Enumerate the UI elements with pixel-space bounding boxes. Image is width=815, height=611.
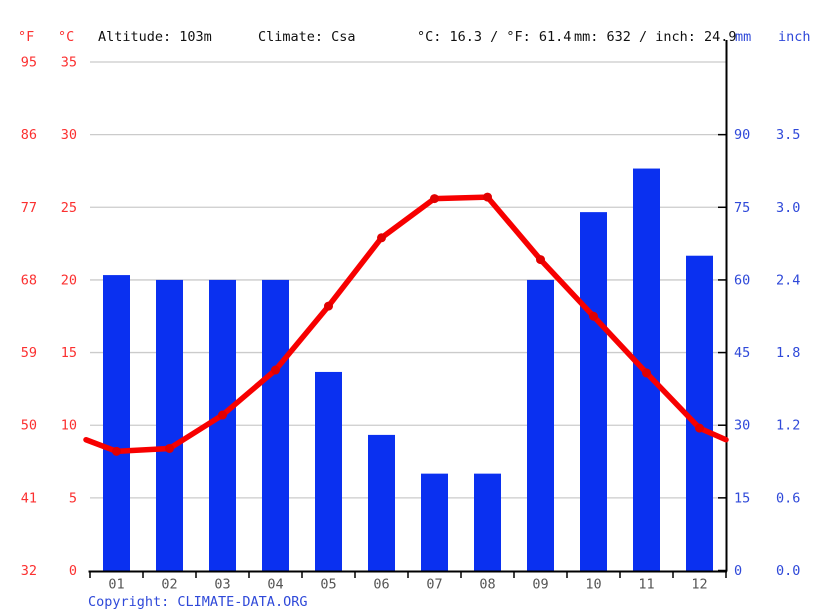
temp-point-11 bbox=[642, 368, 651, 378]
f-axis-label: 59 bbox=[21, 345, 37, 361]
c-axis-label: 15 bbox=[61, 345, 77, 361]
mm-axis-label: 0 bbox=[734, 563, 742, 579]
temp-point-09 bbox=[536, 255, 545, 265]
mm-axis-label: 30 bbox=[734, 418, 750, 434]
precip-bar-09 bbox=[527, 279, 554, 572]
month-label: 08 bbox=[479, 577, 495, 593]
precip-bar-06 bbox=[368, 434, 395, 572]
c-axis-label: 0 bbox=[69, 563, 77, 579]
mm-unit-label: mm bbox=[735, 29, 752, 45]
f-axis-label: 95 bbox=[21, 55, 37, 71]
month-label: 07 bbox=[426, 577, 442, 593]
temp-point-01 bbox=[112, 446, 121, 456]
temp-point-04 bbox=[271, 365, 280, 375]
precip-bar-12 bbox=[686, 255, 713, 572]
fahrenheit-unit-label: °F bbox=[18, 29, 35, 45]
inch-axis-label: 3.0 bbox=[776, 200, 800, 216]
precip-bar-03 bbox=[209, 279, 236, 572]
c-axis-label: 25 bbox=[61, 200, 77, 216]
inch-unit-label: inch bbox=[778, 29, 811, 45]
temp-point-07 bbox=[430, 194, 439, 204]
inch-axis-label: 1.2 bbox=[776, 418, 800, 434]
precip-bar-10 bbox=[580, 212, 607, 572]
f-axis-label: 68 bbox=[21, 272, 37, 288]
celsius-unit-label: °C bbox=[58, 29, 75, 45]
month-label: 11 bbox=[638, 577, 654, 593]
temp-point-10 bbox=[589, 311, 598, 321]
mm-axis-label: 90 bbox=[734, 127, 750, 143]
inch-axis-label: 0.6 bbox=[776, 490, 800, 506]
precip-bar-07 bbox=[421, 473, 448, 572]
month-label: 10 bbox=[585, 577, 601, 593]
temp-point-05 bbox=[324, 301, 333, 311]
c-axis-label: 30 bbox=[61, 127, 77, 143]
c-axis-label: 20 bbox=[61, 272, 77, 288]
c-axis-label: 35 bbox=[61, 55, 77, 71]
c-axis-label: 10 bbox=[61, 418, 77, 434]
temp-point-06 bbox=[377, 233, 386, 243]
precip-bar-04 bbox=[262, 279, 289, 572]
mm-axis-label: 75 bbox=[734, 200, 750, 216]
month-label: 12 bbox=[691, 577, 707, 593]
temp-point-08 bbox=[483, 192, 492, 202]
temp-point-03 bbox=[218, 410, 227, 420]
month-label: 06 bbox=[373, 577, 389, 593]
f-axis-label: 77 bbox=[21, 200, 37, 216]
copyright-prefix: Copyright: bbox=[88, 594, 178, 610]
inch-axis-label: 0.0 bbox=[776, 563, 800, 579]
total-precip-label: mm: 632 / inch: 24.9 bbox=[574, 29, 737, 45]
climate-class-label: Climate: Csa bbox=[258, 29, 356, 45]
mm-axis-label: 60 bbox=[734, 272, 750, 288]
inch-axis-label: 2.4 bbox=[776, 272, 800, 288]
copyright: Copyright: CLIMATE-DATA.ORG bbox=[88, 594, 307, 610]
f-axis-label: 50 bbox=[21, 418, 37, 434]
mm-axis-label: 45 bbox=[734, 345, 750, 361]
month-label: 09 bbox=[532, 577, 548, 593]
inch-axis-label: 3.5 bbox=[776, 127, 800, 143]
f-axis-label: 32 bbox=[21, 563, 37, 579]
precip-bar-05 bbox=[315, 371, 342, 572]
month-label: 01 bbox=[108, 577, 124, 593]
temp-point-12 bbox=[695, 423, 704, 433]
precip-bar-08 bbox=[474, 473, 501, 572]
c-axis-label: 5 bbox=[69, 490, 77, 506]
altitude-label: Altitude: 103m bbox=[98, 29, 212, 45]
f-axis-label: 41 bbox=[21, 490, 37, 506]
temp-point-02 bbox=[165, 443, 174, 453]
inch-axis-label: 1.8 bbox=[776, 345, 800, 361]
month-label: 05 bbox=[320, 577, 336, 593]
month-label: 04 bbox=[267, 577, 283, 593]
month-label: 02 bbox=[161, 577, 177, 593]
avg-temperature-label: °C: 16.3 / °F: 61.4 bbox=[417, 29, 572, 45]
climate-data-org-link[interactable]: CLIMATE-DATA.ORG bbox=[177, 594, 308, 610]
mm-axis-label: 15 bbox=[734, 490, 750, 506]
temperature-line bbox=[83, 194, 729, 455]
month-label: 03 bbox=[214, 577, 230, 593]
precip-bar-01 bbox=[103, 275, 130, 572]
precip-bar-02 bbox=[156, 279, 183, 572]
f-axis-label: 86 bbox=[21, 127, 37, 143]
